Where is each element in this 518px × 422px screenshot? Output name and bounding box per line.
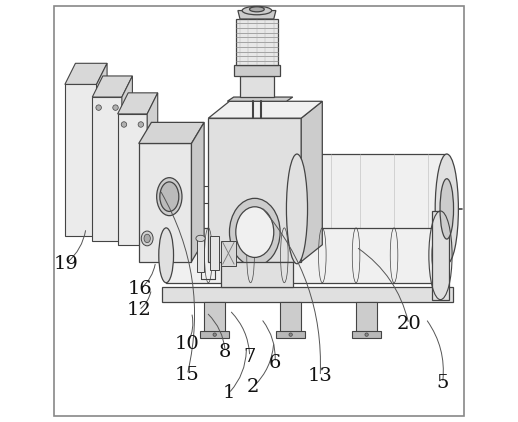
Ellipse shape bbox=[121, 122, 127, 127]
Polygon shape bbox=[197, 238, 204, 272]
Ellipse shape bbox=[196, 235, 205, 241]
Text: 16: 16 bbox=[127, 280, 152, 298]
Polygon shape bbox=[118, 93, 157, 114]
Text: 8: 8 bbox=[219, 344, 232, 361]
Text: 5: 5 bbox=[436, 374, 449, 392]
Polygon shape bbox=[210, 236, 219, 270]
Ellipse shape bbox=[242, 6, 271, 15]
Polygon shape bbox=[139, 143, 192, 262]
Polygon shape bbox=[208, 101, 322, 118]
Ellipse shape bbox=[96, 105, 102, 111]
Ellipse shape bbox=[138, 122, 143, 127]
Ellipse shape bbox=[144, 234, 150, 243]
Polygon shape bbox=[92, 76, 133, 97]
Text: 19: 19 bbox=[53, 255, 78, 273]
Polygon shape bbox=[356, 302, 377, 333]
Text: 12: 12 bbox=[126, 301, 151, 319]
Polygon shape bbox=[208, 118, 301, 262]
Ellipse shape bbox=[250, 7, 264, 12]
Polygon shape bbox=[301, 101, 322, 262]
Polygon shape bbox=[297, 154, 447, 264]
Polygon shape bbox=[200, 331, 229, 338]
Polygon shape bbox=[276, 331, 306, 338]
Polygon shape bbox=[65, 84, 96, 236]
Text: 6: 6 bbox=[269, 354, 281, 372]
Text: 10: 10 bbox=[175, 335, 199, 353]
Polygon shape bbox=[227, 97, 293, 101]
Polygon shape bbox=[192, 122, 204, 262]
Text: 2: 2 bbox=[247, 379, 259, 396]
Ellipse shape bbox=[289, 333, 292, 336]
Polygon shape bbox=[162, 287, 453, 302]
Polygon shape bbox=[92, 97, 122, 241]
Polygon shape bbox=[65, 63, 107, 84]
Polygon shape bbox=[139, 122, 204, 143]
Polygon shape bbox=[118, 114, 147, 245]
Ellipse shape bbox=[435, 154, 458, 264]
Polygon shape bbox=[96, 63, 107, 236]
Text: 13: 13 bbox=[308, 368, 333, 385]
Text: 7: 7 bbox=[243, 348, 256, 365]
Text: 15: 15 bbox=[175, 366, 199, 384]
Polygon shape bbox=[204, 302, 225, 333]
Ellipse shape bbox=[229, 198, 280, 266]
Polygon shape bbox=[122, 76, 133, 241]
Polygon shape bbox=[280, 302, 301, 333]
Polygon shape bbox=[236, 19, 278, 65]
Polygon shape bbox=[238, 11, 276, 19]
Polygon shape bbox=[234, 65, 280, 76]
Polygon shape bbox=[221, 241, 236, 266]
Text: 1: 1 bbox=[222, 384, 235, 402]
Polygon shape bbox=[240, 76, 274, 97]
Ellipse shape bbox=[141, 231, 153, 246]
Polygon shape bbox=[221, 262, 293, 287]
Polygon shape bbox=[166, 228, 440, 283]
Ellipse shape bbox=[159, 228, 174, 283]
Polygon shape bbox=[147, 93, 157, 245]
Polygon shape bbox=[432, 211, 449, 300]
Ellipse shape bbox=[286, 154, 308, 264]
Ellipse shape bbox=[236, 207, 274, 257]
Ellipse shape bbox=[156, 178, 182, 216]
Ellipse shape bbox=[432, 228, 449, 283]
Polygon shape bbox=[352, 331, 381, 338]
Ellipse shape bbox=[160, 182, 179, 211]
Ellipse shape bbox=[440, 179, 454, 239]
Ellipse shape bbox=[113, 105, 118, 111]
Ellipse shape bbox=[213, 333, 217, 336]
Text: 20: 20 bbox=[396, 315, 421, 333]
Ellipse shape bbox=[365, 333, 368, 336]
